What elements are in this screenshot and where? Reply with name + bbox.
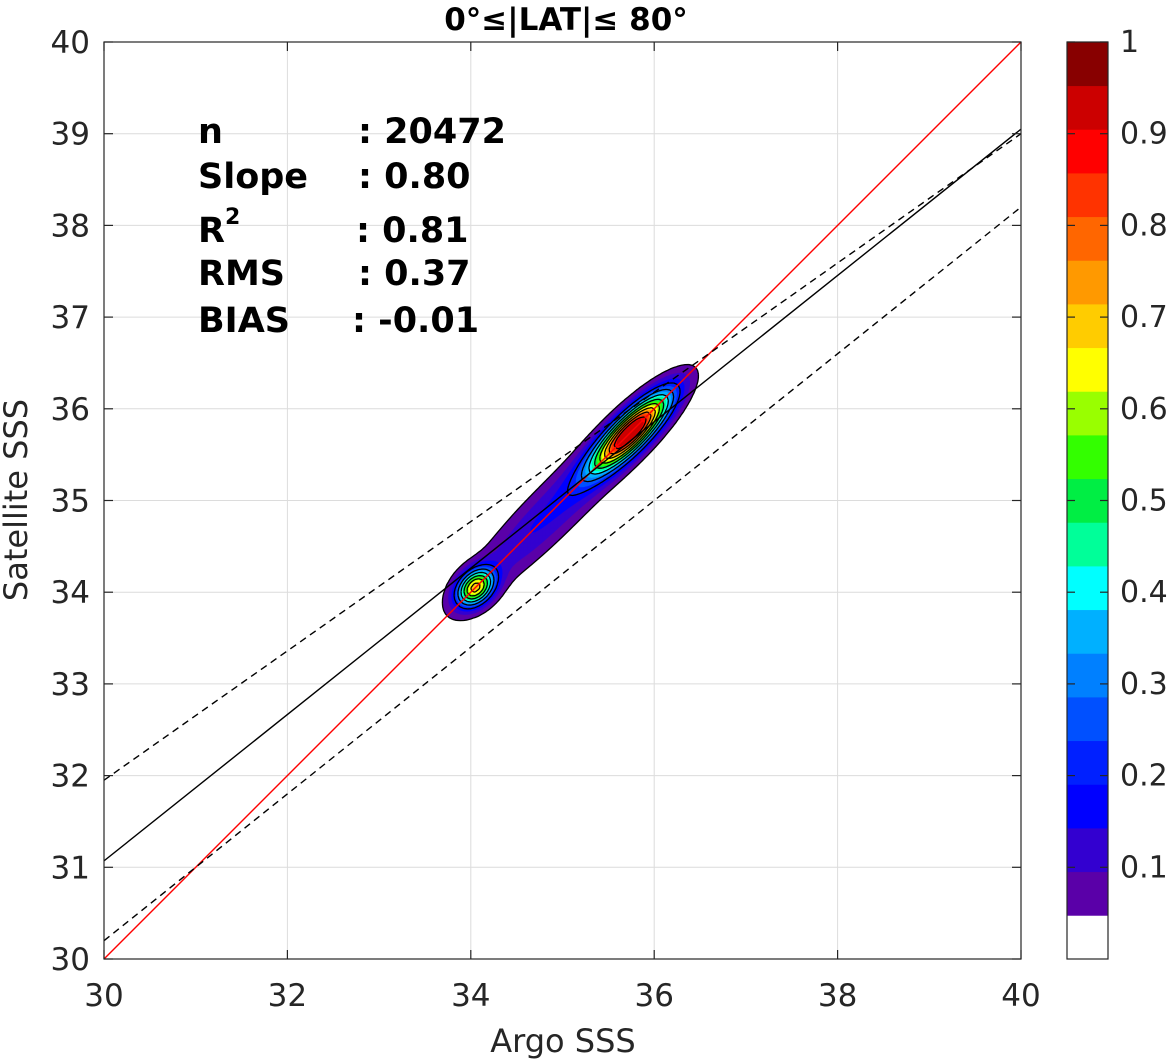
stat-value: : 0.81: [356, 211, 469, 251]
stats-annotation: n : 20472 Slope : 0.80 R 2 : 0.81 RMS : 0.37 BIAS…: [198, 112, 506, 341]
stat-value: : 0.80: [358, 157, 471, 197]
stat-value: : 0.37: [358, 254, 471, 294]
colorbar-swatch: [1067, 260, 1108, 305]
grid: [103, 41, 1022, 960]
y-tick-label: 30: [51, 942, 90, 978]
y-tick-label: 34: [51, 575, 90, 611]
colorbar-tick-label: 0.1: [1120, 850, 1168, 885]
x-tick-label: 34: [451, 978, 490, 1014]
axis-ticks: 30 32 34 36 38 40 30 31 32 33 34 35 36 37 38 39 40: [51, 25, 1041, 1014]
colorbar-swatch: [1067, 697, 1108, 742]
colorbar-swatch: [1067, 609, 1108, 654]
upper-bound-line: [104, 133, 1021, 781]
contour-line: [453, 382, 681, 610]
reference-lines: [104, 42, 1021, 959]
y-tick-label: 40: [51, 25, 90, 61]
chart-title: 0°≤|LAT|≤ 80°: [444, 2, 688, 38]
colorbar-tick-label: 1: [1120, 25, 1139, 60]
contour-line: [466, 402, 661, 597]
colorbar-tick-label: 0.9: [1120, 117, 1168, 152]
colorbar-swatch: [1067, 42, 1108, 87]
y-tick-label: 32: [51, 759, 90, 795]
x-tick-label: 32: [268, 978, 307, 1014]
colorbar-tick-label: 0.2: [1120, 759, 1168, 794]
y-tick-label: 33: [51, 667, 90, 703]
y-tick-label: 35: [51, 484, 90, 520]
y-tick-label: 31: [51, 850, 90, 886]
stat-superscript: 2: [225, 205, 240, 230]
x-tick-label: 40: [1001, 978, 1040, 1014]
x-axis-label: Argo SSS: [490, 1022, 635, 1060]
regression-line: [104, 128, 1021, 862]
stat-value: : 20472: [358, 112, 506, 152]
y-tick-label: 37: [51, 300, 90, 336]
colorbar-tick-label: 0.4: [1120, 575, 1168, 610]
colorbar-tick-label: 0.6: [1120, 392, 1168, 427]
colorbar-swatch: [1067, 566, 1108, 611]
colorbar-swatch: [1067, 435, 1108, 480]
colorbar-tick-label: 0.5: [1120, 484, 1168, 519]
stat-value: : -0.01: [352, 301, 479, 341]
stat-label: RMS: [198, 254, 285, 294]
colorbar-swatch: [1067, 828, 1108, 873]
colorbar-swatch: [1067, 129, 1108, 174]
stat-label: BIAS: [198, 301, 290, 341]
colorbar-swatch: [1067, 522, 1108, 567]
colorbar-swatch: [1067, 653, 1108, 698]
colorbar: 0.1 0.2 0.3 0.4 0.5 0.6 0.7 0.8 0.9 1: [1066, 25, 1168, 960]
colorbar-swatch: [1067, 871, 1108, 916]
x-tick-label: 30: [84, 978, 123, 1014]
colorbar-swatch: [1067, 216, 1108, 261]
colorbar-tick-label: 0.8: [1120, 208, 1168, 243]
x-tick-label: 36: [634, 978, 673, 1014]
colorbar-swatch: [1067, 915, 1108, 960]
colorbar-swatch: [1067, 85, 1108, 130]
stat-label: n: [198, 112, 223, 152]
colorbar-swatch: [1067, 304, 1108, 349]
stat-label: Slope: [198, 157, 308, 197]
colorbar-tick-label: 0.3: [1120, 667, 1168, 702]
colorbar-swatch: [1067, 173, 1108, 218]
colorbar-swatch: [1067, 347, 1108, 392]
colorbar-tick-label: 0.7: [1120, 300, 1168, 335]
y-tick-label: 38: [51, 208, 90, 244]
y-tick-label: 36: [51, 392, 90, 428]
stat-label: R: [198, 211, 225, 251]
contour-line: [441, 363, 700, 622]
y-axis-label: Satellite SSS: [0, 399, 35, 601]
colorbar-swatch: [1067, 740, 1108, 785]
lower-bound-line: [104, 206, 1021, 942]
one-to-one-line: [104, 42, 1021, 959]
y-tick-label: 39: [51, 117, 90, 153]
colorbar-swatch: [1067, 784, 1108, 829]
x-tick-label: 38: [818, 978, 857, 1014]
colorbar-swatch: [1067, 391, 1108, 436]
